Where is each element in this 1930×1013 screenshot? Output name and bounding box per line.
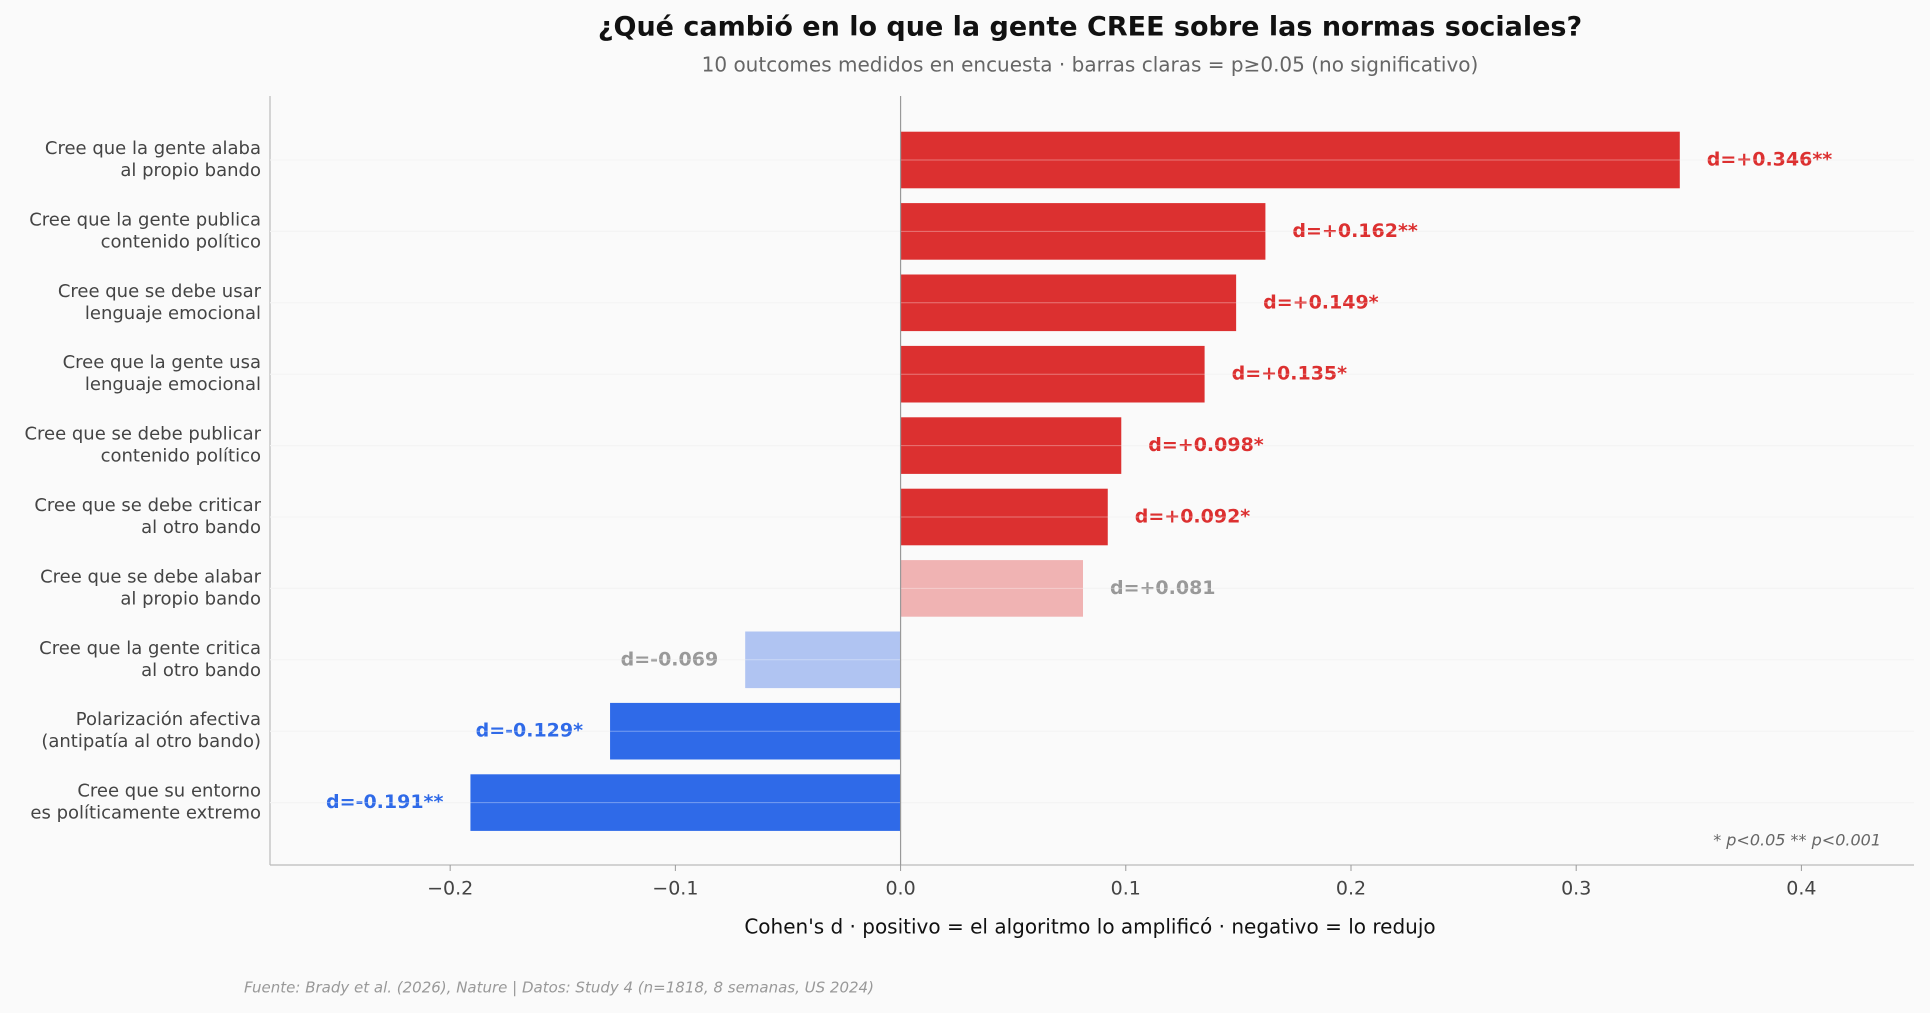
value-label: d=+0.092* <box>1135 506 1251 528</box>
x-tick-label: 0.1 <box>1111 878 1141 900</box>
y-tick-label: Cree que se debe criticar al otro bando <box>34 495 261 538</box>
y-tick-label-line: contenido político <box>101 446 261 467</box>
bar <box>470 774 901 831</box>
x-tick-label: −0.1 <box>652 878 698 900</box>
y-tick-label: Cree que se debe publicar contenido polít… <box>24 424 261 467</box>
y-tick-label: Cree que la gente usa lenguaje emocional <box>63 352 261 395</box>
value-label: d=+0.098* <box>1148 434 1264 456</box>
y-tick-label: Cree que se debe usar lenguaje emocional <box>58 281 262 324</box>
y-tick-label-line: lenguaje emocional <box>85 374 261 395</box>
y-tick-label-line: Cree que se debe usar <box>58 281 262 302</box>
source-note: Fuente: Brady et al. (2026), Nature | Da… <box>244 979 874 997</box>
bar <box>900 131 1680 189</box>
bar <box>900 417 1122 474</box>
x-tick-label: 0.2 <box>1336 878 1366 900</box>
y-tick-label-line: Cree que la gente publica <box>29 209 261 230</box>
y-tick-label: Cree que la gente alaba al propio bando <box>45 138 261 181</box>
value-label: d=+0.162** <box>1292 220 1417 242</box>
y-tick-label-line: Cree que se debe alabar <box>40 566 261 587</box>
value-label: d=-0.069 <box>621 648 719 670</box>
value-label: d=+0.135* <box>1232 363 1348 385</box>
y-tick-label: Cree que la gente critica al otro bando <box>39 638 261 681</box>
y-tick-label-line: lenguaje emocional <box>85 303 261 324</box>
y-tick-label-line: Cree que la gente critica <box>39 638 261 659</box>
y-tick-label-line: es políticamente extremo <box>30 803 261 824</box>
value-label: d=+0.346** <box>1707 149 1832 171</box>
y-tick-label-line: al otro bando <box>141 517 261 538</box>
y-tick-label-line: Cree que la gente alaba <box>45 138 261 159</box>
y-tick-label-line: (antipatía al otro bando) <box>41 731 261 752</box>
value-label: d=-0.191** <box>326 791 443 813</box>
bar <box>900 274 1237 332</box>
y-tick-label: Polarización afectiva (antipatía al otro … <box>41 709 261 752</box>
y-tick-label-line: Cree que se debe publicar <box>24 424 261 445</box>
y-tick-label-line: Cree que la gente usa <box>63 352 261 373</box>
value-label: d=+0.149* <box>1263 291 1379 313</box>
bar <box>900 345 1205 403</box>
y-tick-label-line: Polarización afectiva <box>76 709 261 730</box>
y-tick-label-line: contenido político <box>101 231 261 252</box>
bar <box>610 702 901 760</box>
y-tick-label-line: Cree que se debe criticar <box>34 495 261 516</box>
y-tick-label-line: al propio bando <box>120 588 261 609</box>
x-tick-label: 0.3 <box>1561 878 1591 900</box>
x-axis-label: Cohen's d · positivo = el algoritmo lo a… <box>744 915 1435 939</box>
bar <box>900 488 1108 546</box>
y-tick-label: Cree que la gente publica contenido polít… <box>29 209 261 252</box>
bar <box>900 203 1266 260</box>
y-tick-label-line: Cree que su entorno <box>77 781 261 802</box>
x-tick-label: −0.2 <box>427 878 473 900</box>
chart-title: ¿Qué cambió en lo que la gente CREE sobr… <box>598 12 1582 43</box>
value-label: d=+0.081 <box>1110 577 1216 599</box>
bar <box>745 631 901 689</box>
y-tick-label-line: al otro bando <box>141 660 261 681</box>
y-tick-label: Cree que su entorno es políticamente extr… <box>30 781 261 824</box>
value-label: d=-0.129* <box>476 720 584 742</box>
x-tick-label: 0.4 <box>1786 878 1816 900</box>
y-tick-label-line: al propio bando <box>120 160 261 181</box>
annotation: * p<0.05 ** p<0.001 <box>1713 831 1881 850</box>
x-tick-label: 0.0 <box>885 878 915 900</box>
bar <box>900 560 1083 617</box>
y-tick-label: Cree que se debe alabar al propio bando <box>40 566 261 609</box>
chart-subtitle: 10 outcomes medidos en encuesta · barras… <box>702 53 1479 77</box>
